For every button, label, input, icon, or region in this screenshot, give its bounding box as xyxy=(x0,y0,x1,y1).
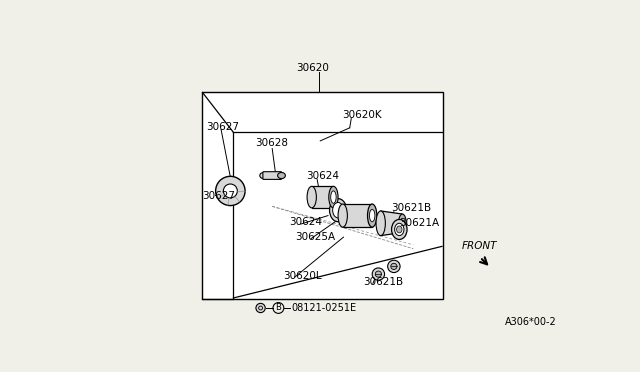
Text: 08121-0251E: 08121-0251E xyxy=(292,303,356,313)
Text: 30621B: 30621B xyxy=(392,203,431,213)
Ellipse shape xyxy=(331,191,336,203)
Circle shape xyxy=(256,303,265,312)
Ellipse shape xyxy=(397,226,402,233)
Text: B: B xyxy=(275,304,282,312)
Ellipse shape xyxy=(278,173,285,179)
Ellipse shape xyxy=(330,199,347,222)
Text: 30621A: 30621A xyxy=(399,218,440,228)
Ellipse shape xyxy=(399,214,406,232)
Text: 30627: 30627 xyxy=(202,190,236,201)
Ellipse shape xyxy=(369,209,375,222)
Ellipse shape xyxy=(392,219,407,240)
Ellipse shape xyxy=(338,204,348,227)
Ellipse shape xyxy=(260,173,268,179)
Ellipse shape xyxy=(367,204,377,227)
Circle shape xyxy=(391,263,397,269)
Text: FRONT: FRONT xyxy=(462,241,497,251)
Circle shape xyxy=(372,268,385,280)
Ellipse shape xyxy=(329,186,338,208)
Circle shape xyxy=(223,184,237,198)
Bar xyxy=(312,186,333,208)
Text: 30620L: 30620L xyxy=(283,271,322,280)
Text: 30620K: 30620K xyxy=(342,110,381,120)
Ellipse shape xyxy=(307,186,316,208)
Ellipse shape xyxy=(395,223,404,235)
Circle shape xyxy=(375,271,381,277)
Circle shape xyxy=(388,260,400,273)
Text: 30625A: 30625A xyxy=(296,232,335,242)
Bar xyxy=(202,92,443,299)
Text: 30621B: 30621B xyxy=(363,277,403,287)
Ellipse shape xyxy=(333,202,344,218)
Text: 30627: 30627 xyxy=(206,122,239,132)
Text: 30628: 30628 xyxy=(255,138,288,148)
Ellipse shape xyxy=(376,211,385,235)
Text: 30620: 30620 xyxy=(296,63,329,73)
Polygon shape xyxy=(381,211,403,235)
Circle shape xyxy=(216,176,245,206)
Bar xyxy=(343,204,372,227)
Text: 30624: 30624 xyxy=(307,170,339,180)
Text: A306*00-2: A306*00-2 xyxy=(505,317,556,327)
FancyBboxPatch shape xyxy=(263,172,282,179)
Text: 30624: 30624 xyxy=(289,217,323,227)
